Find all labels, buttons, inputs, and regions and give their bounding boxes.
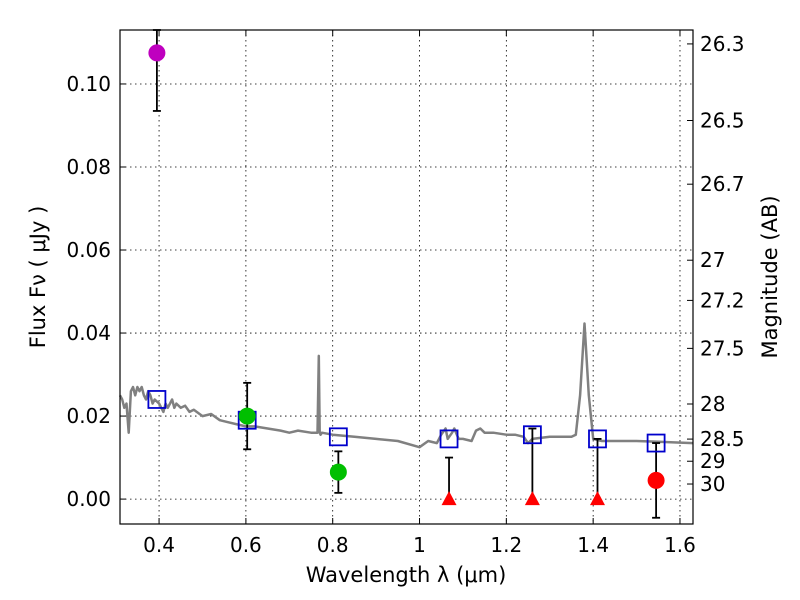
mag-tick-label: 26.5 [700, 108, 745, 132]
y-tick-label: 0.02 [66, 404, 111, 428]
axes-frame [119, 29, 694, 525]
y-tick-label: 0.10 [66, 72, 111, 96]
detection-point [238, 407, 256, 425]
axis-ticks: 0.4 0.6 0.8 1 1.2 1.4 1.6 0.00 0.02 0.04 0.06 0.08 0… [66, 30, 745, 557]
model-point-square [522, 425, 542, 445]
y-tick-label: 0.08 [66, 155, 111, 179]
x-tick-label: 1.4 [577, 533, 609, 557]
y-axis-label: Flux Fν ( μJy ) [26, 206, 50, 349]
mag-tick-label: 30 [700, 472, 725, 496]
model-point-square [439, 429, 459, 449]
y-tick-label: 0.06 [66, 238, 111, 262]
y-tick-label: 0.00 [66, 487, 111, 511]
x-tick-label: 0.4 [143, 533, 175, 557]
detection-point [647, 471, 665, 489]
mag-tick-label: 28.5 [700, 427, 745, 451]
model-point-square [646, 433, 666, 453]
detection-point [329, 463, 347, 481]
x-tick-label: 1.6 [664, 533, 696, 557]
mag-tick-label: 26.3 [700, 32, 745, 56]
mag-tick-label: 26.7 [700, 172, 745, 196]
x-tick-label: 0.8 [317, 533, 349, 557]
x-axis-label: Wavelength λ (μm) [306, 563, 507, 587]
y-axis-right-label: Magnitude (AB) [758, 195, 782, 358]
model-point-square [328, 427, 348, 447]
mag-tick-label: 27 [700, 248, 725, 272]
mag-tick-label: 28 [700, 392, 725, 416]
x-tick-label: 0.6 [230, 533, 262, 557]
y-tick-label: 0.04 [66, 321, 111, 345]
upper-limit-triangle [441, 491, 457, 506]
detection-point [148, 44, 166, 62]
model-point-square [588, 429, 607, 449]
upper-limit-triangle [524, 491, 540, 506]
x-tick-label: 1 [413, 533, 426, 557]
mag-tick-label: 29 [700, 449, 725, 473]
mag-tick-label: 27.5 [700, 336, 745, 360]
x-tick-label: 1.2 [490, 533, 522, 557]
mag-tick-label: 27.2 [700, 288, 745, 312]
plot-area [118, 29, 694, 519]
model-point-square [147, 390, 167, 409]
upper-limit-triangle [590, 491, 605, 506]
